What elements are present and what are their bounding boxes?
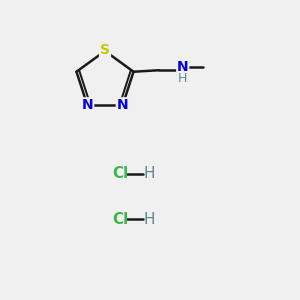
Text: N: N: [117, 98, 128, 112]
Text: H: H: [178, 72, 188, 85]
Text: S: S: [100, 43, 110, 56]
Text: N: N: [177, 60, 188, 74]
Text: H: H: [144, 212, 155, 226]
Text: N: N: [82, 98, 93, 112]
Text: H: H: [144, 167, 155, 182]
Text: Cl: Cl: [112, 212, 128, 226]
Text: Cl: Cl: [112, 167, 128, 182]
